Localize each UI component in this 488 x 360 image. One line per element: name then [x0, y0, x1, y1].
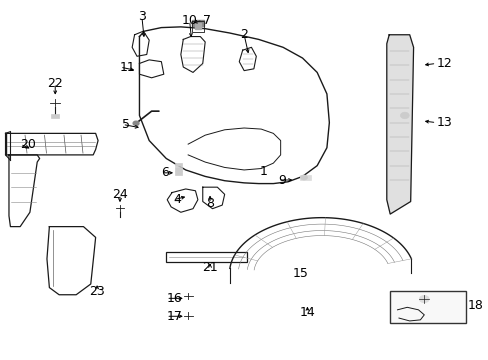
Bar	[166, 252, 246, 262]
Bar	[389, 291, 465, 323]
Circle shape	[300, 175, 307, 180]
Circle shape	[183, 293, 192, 299]
Bar	[51, 114, 59, 118]
Circle shape	[183, 312, 192, 319]
Polygon shape	[386, 35, 413, 214]
Text: 9: 9	[278, 174, 285, 186]
Bar	[174, 171, 182, 175]
Bar	[192, 21, 203, 26]
Text: 23: 23	[89, 285, 105, 298]
Text: 22: 22	[47, 77, 63, 90]
Circle shape	[133, 121, 139, 126]
Text: 1: 1	[259, 165, 267, 177]
Text: 11: 11	[120, 60, 136, 73]
Text: 10: 10	[182, 14, 197, 27]
Bar	[195, 23, 201, 30]
Text: 21: 21	[202, 261, 218, 274]
Text: 20: 20	[20, 138, 36, 150]
Text: 19: 19	[402, 290, 417, 303]
Text: 24: 24	[112, 188, 127, 201]
Text: 16: 16	[166, 292, 182, 305]
Text: 2: 2	[240, 28, 247, 41]
Text: 7: 7	[203, 14, 210, 27]
Text: 3: 3	[138, 10, 145, 23]
Bar	[300, 175, 310, 180]
Circle shape	[400, 112, 408, 119]
Text: 6: 6	[161, 166, 169, 179]
Circle shape	[115, 205, 124, 211]
Text: 14: 14	[299, 306, 315, 319]
Text: 17: 17	[166, 310, 182, 323]
Text: 15: 15	[293, 267, 308, 280]
Text: 13: 13	[436, 116, 451, 129]
Text: 5: 5	[122, 118, 130, 131]
Text: 18: 18	[467, 299, 483, 312]
Circle shape	[419, 296, 428, 303]
Text: 4: 4	[173, 193, 181, 206]
Circle shape	[50, 99, 60, 107]
Text: 12: 12	[436, 57, 451, 70]
Bar	[174, 167, 182, 171]
Text: 8: 8	[205, 197, 214, 210]
Bar	[174, 163, 182, 166]
